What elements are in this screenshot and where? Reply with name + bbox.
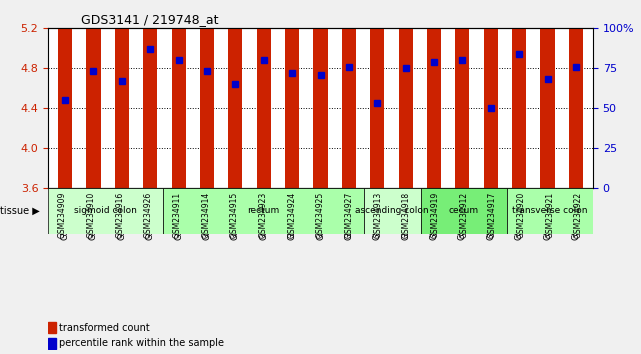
Bar	[200, 120, 214, 188]
FancyBboxPatch shape	[163, 188, 363, 234]
Bar	[313, 123, 328, 188]
Text: GSM234923: GSM234923	[259, 192, 268, 238]
Bar	[172, 0, 186, 188]
Text: GSM234909: GSM234909	[58, 192, 67, 239]
Bar	[512, 75, 526, 188]
Text: GSM234910: GSM234910	[87, 192, 96, 238]
Text: cecum: cecum	[449, 206, 479, 215]
Bar	[427, 0, 441, 188]
Bar	[58, 0, 72, 188]
Text: sigmoid colon: sigmoid colon	[74, 206, 137, 215]
Bar	[256, 0, 271, 188]
Text: GSM234912: GSM234912	[460, 192, 469, 238]
Text: GSM234917: GSM234917	[488, 192, 497, 238]
Text: percentile rank within the sample: percentile rank within the sample	[59, 338, 224, 348]
Bar	[228, 0, 242, 188]
Bar	[540, 0, 554, 188]
Bar	[427, 106, 441, 188]
Bar	[455, 0, 469, 188]
Bar	[143, 0, 157, 188]
Bar	[455, 82, 469, 188]
Bar	[399, 0, 413, 188]
FancyBboxPatch shape	[507, 188, 593, 234]
Bar	[569, 111, 583, 188]
Text: rectum: rectum	[247, 206, 279, 215]
Text: GSM234916: GSM234916	[115, 192, 124, 238]
Bar	[172, 76, 186, 188]
Text: GSM234915: GSM234915	[230, 192, 239, 238]
Bar	[569, 0, 583, 188]
Text: GSM234922: GSM234922	[574, 192, 583, 238]
Text: transformed count: transformed count	[59, 322, 150, 332]
Text: GSM234921: GSM234921	[545, 192, 554, 238]
Text: GSM234919: GSM234919	[431, 192, 440, 238]
Bar	[512, 0, 526, 188]
Bar	[115, 0, 129, 188]
Text: tissue ▶: tissue ▶	[0, 206, 40, 216]
Text: GSM234913: GSM234913	[373, 192, 382, 238]
Text: ascending colon: ascending colon	[355, 206, 429, 215]
Text: GSM234926: GSM234926	[144, 192, 153, 238]
Text: GSM234924: GSM234924	[287, 192, 296, 238]
Bar	[484, 0, 498, 188]
Text: GSM234918: GSM234918	[402, 192, 411, 238]
Text: GSM234925: GSM234925	[316, 192, 325, 238]
Text: GSM234927: GSM234927	[345, 192, 354, 238]
Bar	[48, 338, 56, 349]
Bar	[87, 116, 101, 188]
Bar	[200, 0, 214, 188]
Bar	[399, 109, 413, 188]
FancyBboxPatch shape	[48, 188, 163, 234]
Bar	[313, 0, 328, 188]
Text: GSM234911: GSM234911	[172, 192, 181, 238]
FancyBboxPatch shape	[363, 188, 421, 234]
Bar	[58, 183, 72, 188]
Text: GSM234914: GSM234914	[201, 192, 210, 238]
Bar	[285, 138, 299, 188]
Bar	[285, 0, 299, 188]
Bar	[342, 0, 356, 188]
Bar	[228, 175, 242, 188]
Bar	[370, 0, 385, 188]
Text: transverse colon: transverse colon	[512, 206, 588, 215]
Bar	[143, 65, 157, 188]
Text: GDS3141 / 219748_at: GDS3141 / 219748_at	[81, 13, 219, 26]
Text: GSM234920: GSM234920	[517, 192, 526, 238]
Bar	[484, 185, 498, 188]
Bar	[342, 111, 356, 188]
Bar	[256, 99, 271, 188]
Bar	[540, 150, 554, 188]
Bar	[115, 161, 129, 188]
Bar	[87, 0, 101, 188]
FancyBboxPatch shape	[421, 188, 507, 234]
Bar	[370, 184, 385, 188]
Bar	[48, 322, 56, 333]
